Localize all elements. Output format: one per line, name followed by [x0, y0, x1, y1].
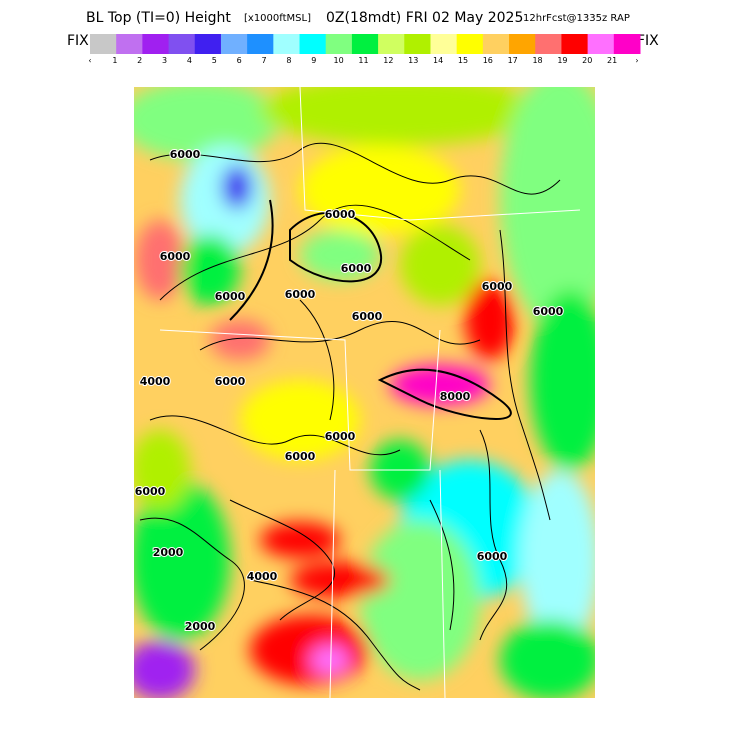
colorbar-swatch [482, 34, 510, 54]
colorbar-swatch [535, 34, 562, 54]
colorbar-swatch [404, 34, 431, 54]
colorbar-label: 20 [582, 56, 592, 65]
colorbar-swatch [90, 34, 117, 54]
contour-label: 2000 [185, 620, 216, 633]
state-borders [159, 87, 581, 698]
colorbar-label: 4 [187, 56, 192, 65]
colorbar-label: › [635, 56, 638, 65]
colorbar-label: 14 [433, 56, 443, 65]
contour-label: 6000 [135, 485, 166, 498]
colorbar-label: 2 [137, 56, 142, 65]
map: 6000 6000 6000 6000 6000 6000 6000 4000 6000 6000… [134, 87, 595, 698]
colorbar-swatch [456, 34, 484, 54]
contour-label: 6000 [170, 148, 201, 161]
colorbar-label: 8 [286, 56, 291, 65]
colorbar-label: 11 [358, 56, 368, 65]
colorbar-label: 19 [557, 56, 567, 65]
contour-label: 2000 [153, 546, 184, 559]
contour-label: 6000 [325, 430, 356, 443]
title-model: 12hrFcst@1335z RAP [523, 13, 630, 24]
colorbar-label: 3 [162, 56, 167, 65]
colorbar-label: 6 [237, 56, 242, 65]
colorbar: ‹ 1 2 3 4 5 6 7 8 9 10 11 12 13 14 15 16 17 18 19 20 21 › [88, 34, 641, 65]
colorbar-label: 13 [408, 56, 418, 65]
colorbar-swatch [220, 34, 248, 54]
colorbar-label: 12 [383, 56, 393, 65]
colorbar-swatch [509, 34, 536, 54]
colorbar-swatch [273, 34, 301, 54]
colorbar-swatch [116, 34, 143, 54]
contour-label: 6000 [285, 288, 316, 301]
title-main: BL Top (TI=0) Height [86, 10, 231, 26]
contour-label: 6000 [352, 310, 383, 323]
contour-label: 6000 [341, 262, 372, 275]
colorbar-label: 7 [261, 56, 266, 65]
colorbar-swatch [247, 34, 274, 54]
contour-label: 6000 [482, 280, 513, 293]
colorbar-swatch [378, 34, 405, 54]
colorbar-swatch [430, 34, 458, 54]
colorbar-label: 1 [112, 56, 117, 65]
colorbar-swatch [561, 34, 589, 54]
contour-label: 6000 [477, 550, 508, 563]
height-field [134, 87, 595, 698]
colorbar-label: 15 [458, 56, 468, 65]
colorbar-swatch [587, 34, 615, 54]
contour-label: 4000 [140, 375, 171, 388]
colorbar-label: 16 [483, 56, 493, 65]
colorbar-label: 10 [334, 56, 344, 65]
colorbar-label: 21 [607, 56, 617, 65]
contour-label: 6000 [215, 375, 246, 388]
colorbar-swatch [168, 34, 196, 54]
contour-label: 6000 [160, 250, 191, 263]
colorbar-swatch [613, 34, 641, 54]
colorbar-swatch [142, 34, 170, 54]
colorbar-left-label: FIX [67, 33, 89, 49]
colorbar-label: 9 [311, 56, 316, 65]
colorbar-right-label: FIX [637, 33, 659, 49]
colorbar-swatch [299, 34, 327, 54]
contour-label: 6000 [215, 290, 246, 303]
colorbar-label: 17 [508, 56, 518, 65]
title-units: [x1000ftMSL] [244, 13, 311, 24]
colorbar-swatch [194, 34, 222, 54]
colorbar-swatch [325, 34, 353, 54]
colorbar-label: 5 [212, 56, 217, 65]
colorbar-swatch [351, 34, 379, 54]
colorbar-label: 18 [532, 56, 542, 65]
title-time: 0Z(18mdt) FRI 02 May 2025 [326, 10, 523, 26]
contours [139, 142, 561, 691]
contour-label: 6000 [285, 450, 316, 463]
contour-label: 6000 [533, 305, 564, 318]
contour-label: 4000 [247, 570, 278, 583]
contour-label: 8000 [440, 390, 471, 403]
contour-label: 6000 [325, 208, 356, 221]
colorbar-label: ‹ [88, 56, 91, 65]
